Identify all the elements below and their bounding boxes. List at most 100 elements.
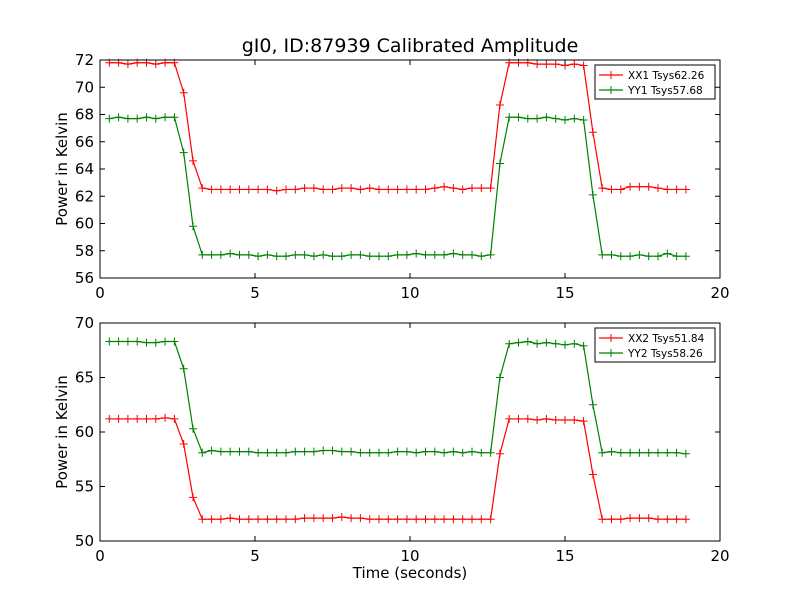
data-point [570,60,579,69]
data-point [626,514,635,523]
data-point [644,182,653,191]
data-point [616,448,625,457]
y-tick-label: 60 [75,423,94,441]
data-point [365,448,374,457]
data-point [207,446,216,455]
y-tick-label: 64 [75,160,94,178]
data-point [207,185,216,194]
x-tick-label: 5 [250,284,260,302]
data-point [440,448,449,457]
x-axis-label: Time (seconds) [352,564,468,582]
data-point [216,250,225,259]
data-point [347,250,356,259]
data-point [244,447,253,456]
data-point [458,448,467,457]
data-point [356,514,365,523]
data-point [244,185,253,194]
data-point [142,113,151,122]
data-point [412,185,421,194]
data-point [142,414,151,423]
series-line-xx [109,417,686,520]
data-point [393,250,402,259]
data-point [579,341,588,350]
data-point [226,447,235,456]
data-point [663,249,672,258]
data-point [412,515,421,524]
data-point [263,250,272,259]
data-point [291,515,300,524]
y-tick-label: 70 [75,78,94,96]
data-point [523,414,532,423]
data-point [347,514,356,523]
data-point [598,515,607,524]
data-point [421,447,430,456]
data-point [356,185,365,194]
data-point [598,448,607,457]
legend-label: XX2 Tsys51.84 [628,333,705,345]
data-point [309,252,318,261]
legend-label: YY2 Tsys58.26 [627,348,703,360]
data-point [282,252,290,261]
data-point [254,185,263,194]
data-point [393,185,402,194]
data-point [161,113,170,122]
data-point [235,515,244,524]
data-point [151,60,160,69]
data-point [114,414,123,423]
data-point [235,250,244,259]
data-point [644,514,653,523]
data-point [226,514,235,523]
y-tick-label: 72 [75,51,94,69]
data-point [263,515,272,524]
data-point [328,252,337,261]
data-point [114,113,123,122]
data-point [533,60,542,69]
data-point [105,337,114,346]
data-point [421,515,430,524]
data-point [654,448,662,457]
x-tick-label: 10 [400,547,419,565]
data-point [300,250,309,259]
data-point [598,250,607,259]
legend: XX2 Tsys51.84 YY2 Tsys58.26 [594,327,716,363]
data-point [347,447,356,456]
data-point [644,448,653,457]
data-point [430,184,439,193]
data-point [635,182,644,191]
data-point [561,340,569,349]
data-point [588,470,597,479]
x-tick-label: 15 [555,547,574,565]
data-point [319,250,328,259]
data-point [282,185,290,194]
data-point [291,447,300,456]
data-point [179,88,188,97]
data-point [198,448,207,457]
data-point [337,447,346,456]
data-point [551,416,560,425]
legend-marker [607,86,615,94]
data-point [551,339,560,348]
data-point [328,446,337,455]
data-point [272,515,281,524]
data-point [198,515,207,524]
data-point [495,449,504,458]
y-tick-label: 70 [75,314,94,332]
data-point [142,338,151,347]
data-point [123,414,132,423]
data-point [598,184,607,193]
data-point [458,250,467,259]
data-point [347,184,356,193]
data-point [235,447,244,456]
y-tick-label: 68 [75,106,94,124]
data-point [375,252,383,261]
data-point [384,515,393,524]
legend-marker [607,334,615,342]
data-point [514,338,523,347]
data-point [505,113,514,122]
data-point [393,515,402,524]
data-point [681,515,690,524]
data-point [654,184,662,193]
x-tick-label: 10 [400,284,419,302]
data-point [151,114,160,123]
